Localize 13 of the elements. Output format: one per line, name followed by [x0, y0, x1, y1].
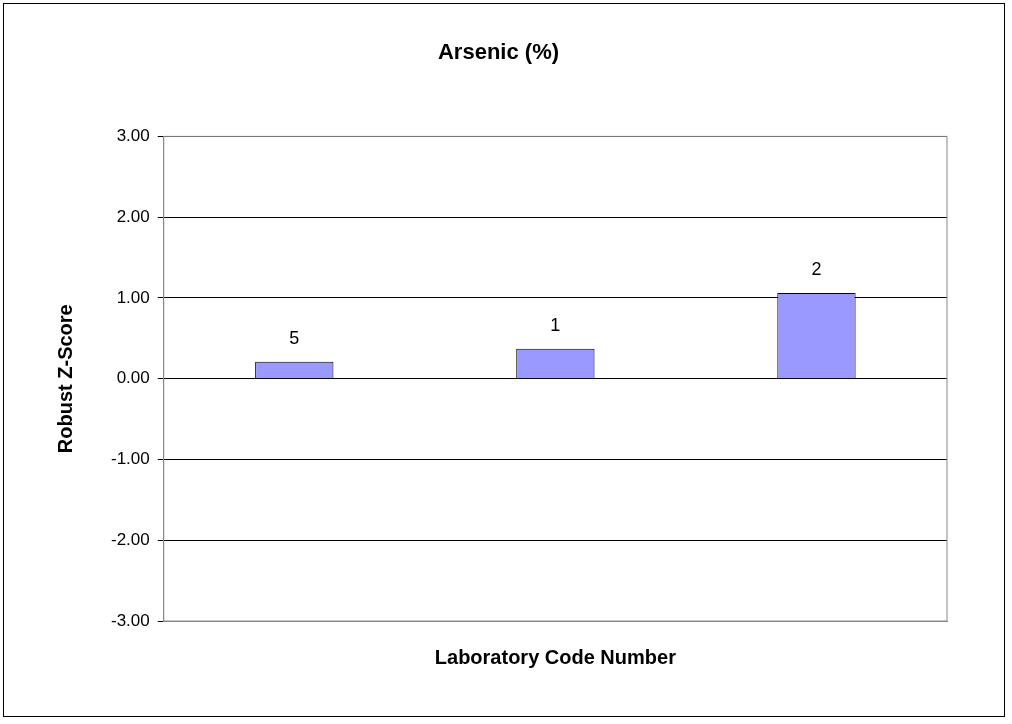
y-axis-title: Robust Z-Score: [53, 304, 76, 454]
y-tick-label: -2.00: [111, 529, 150, 549]
x-axis-title: Laboratory Code Number: [434, 645, 677, 668]
y-tick-label: -1.00: [111, 449, 150, 469]
chart-title: Arsenic (%): [437, 39, 560, 65]
x-tick-label: 2: [811, 259, 822, 280]
y-tick-label: -3.00: [111, 610, 150, 630]
x-tick-label: 1: [550, 314, 561, 335]
y-tick-label: 3.00: [116, 126, 150, 146]
x-tick-label: 5: [289, 327, 300, 348]
y-tick-label: 1.00: [116, 287, 150, 307]
y-tick-label: 2.00: [116, 206, 150, 226]
y-tick-label: 0.00: [116, 368, 150, 388]
